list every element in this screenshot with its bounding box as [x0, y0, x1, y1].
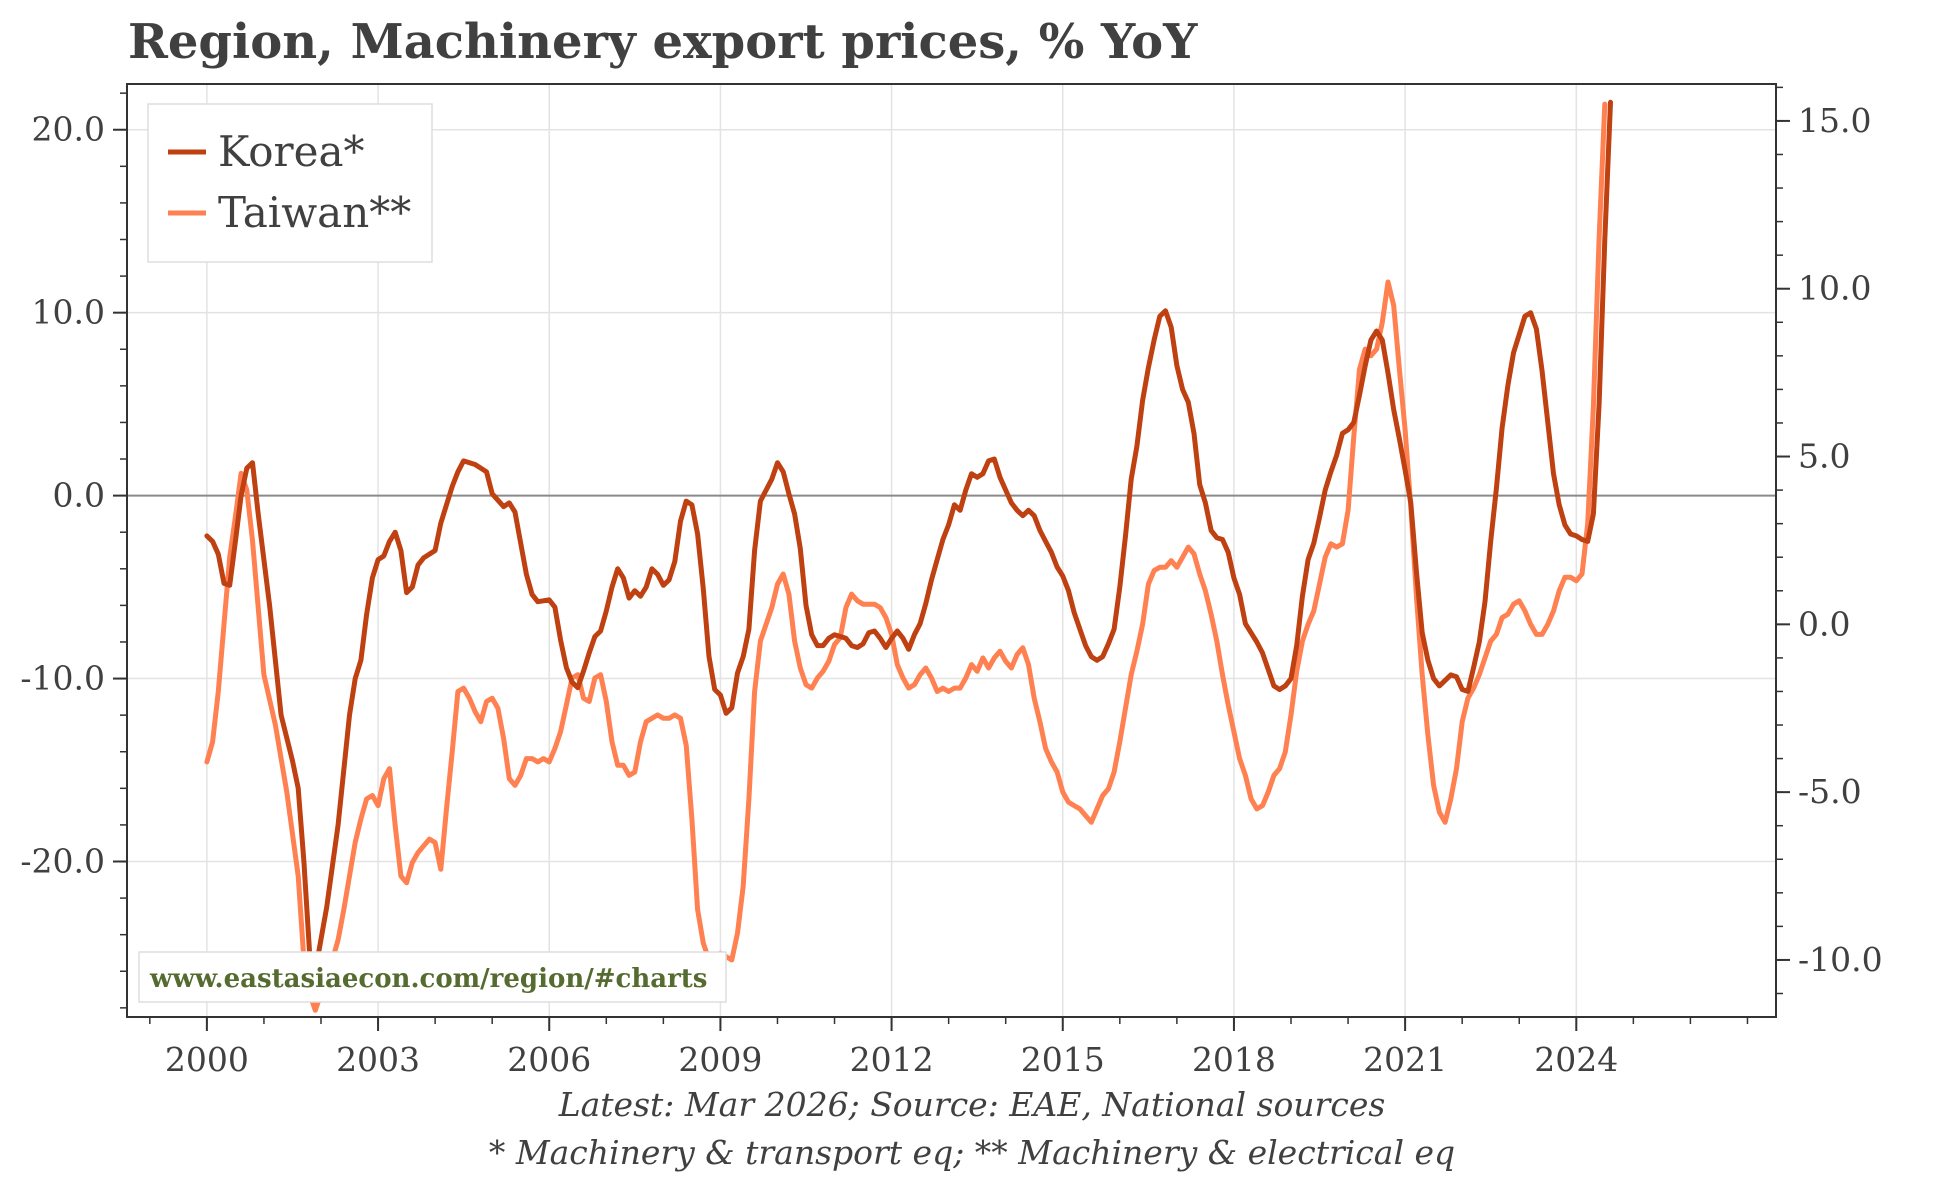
y-left-tick-label: -10.0 — [20, 659, 105, 698]
y-right-tick-label: 15.0 — [1798, 101, 1871, 140]
x-tick-label: 2003 — [336, 1040, 420, 1079]
watermark: www.eastasiaecon.com/region/#charts — [138, 951, 727, 1003]
y-right-tick-label: 10.0 — [1798, 269, 1871, 308]
x-tick-label: 2012 — [850, 1040, 934, 1079]
chart-title: Region, Machinery export prices, % YoY — [128, 14, 1198, 70]
x-tick-label: 2024 — [1534, 1040, 1618, 1079]
x-tick-label: 2018 — [1192, 1040, 1276, 1079]
y-left-tick-label: 10.0 — [32, 293, 105, 332]
y-left-tick-label: 20.0 — [32, 110, 105, 149]
y-right-tick-label: 5.0 — [1798, 437, 1850, 476]
plot-frame — [126, 83, 1777, 1018]
x-tick-label: 2006 — [507, 1040, 591, 1079]
y-right-tick-label: 0.0 — [1798, 604, 1850, 643]
axes: 2000 2003 2006 2009 2012 2015 2018 2021 2024 20.0… — [20, 86, 1883, 1079]
x-tick-label: 2021 — [1363, 1040, 1447, 1079]
legend-box — [147, 103, 433, 263]
series-line-taiwan — [204, 101, 1608, 1013]
y-left-tick-label: -20.0 — [20, 842, 105, 881]
legend-label: Korea* — [218, 127, 365, 176]
x-tick-label: 2000 — [165, 1040, 249, 1079]
x-tick-label: 2015 — [1021, 1040, 1105, 1079]
watermark-box — [138, 951, 727, 1003]
legend: Korea* Taiwan** — [147, 103, 433, 263]
y-right-tick-label: -5.0 — [1798, 772, 1862, 811]
grid-lines — [127, 84, 1776, 1017]
series-line-korea — [204, 99, 1613, 974]
x-tick-label: 2009 — [678, 1040, 762, 1079]
series-layer — [204, 99, 1613, 1013]
y-left-tick-label: 0.0 — [53, 476, 105, 515]
watermark-text: www.eastasiaecon.com/region/#charts — [149, 964, 707, 994]
footnote-source: Latest: Mar 2026; Source: EAE, National … — [558, 1085, 1386, 1124]
footnote-definitions: * Machinery & transport eq; ** Machinery… — [488, 1133, 1456, 1172]
legend-label: Taiwan** — [218, 188, 411, 237]
y-right-tick-label: -10.0 — [1798, 940, 1883, 979]
